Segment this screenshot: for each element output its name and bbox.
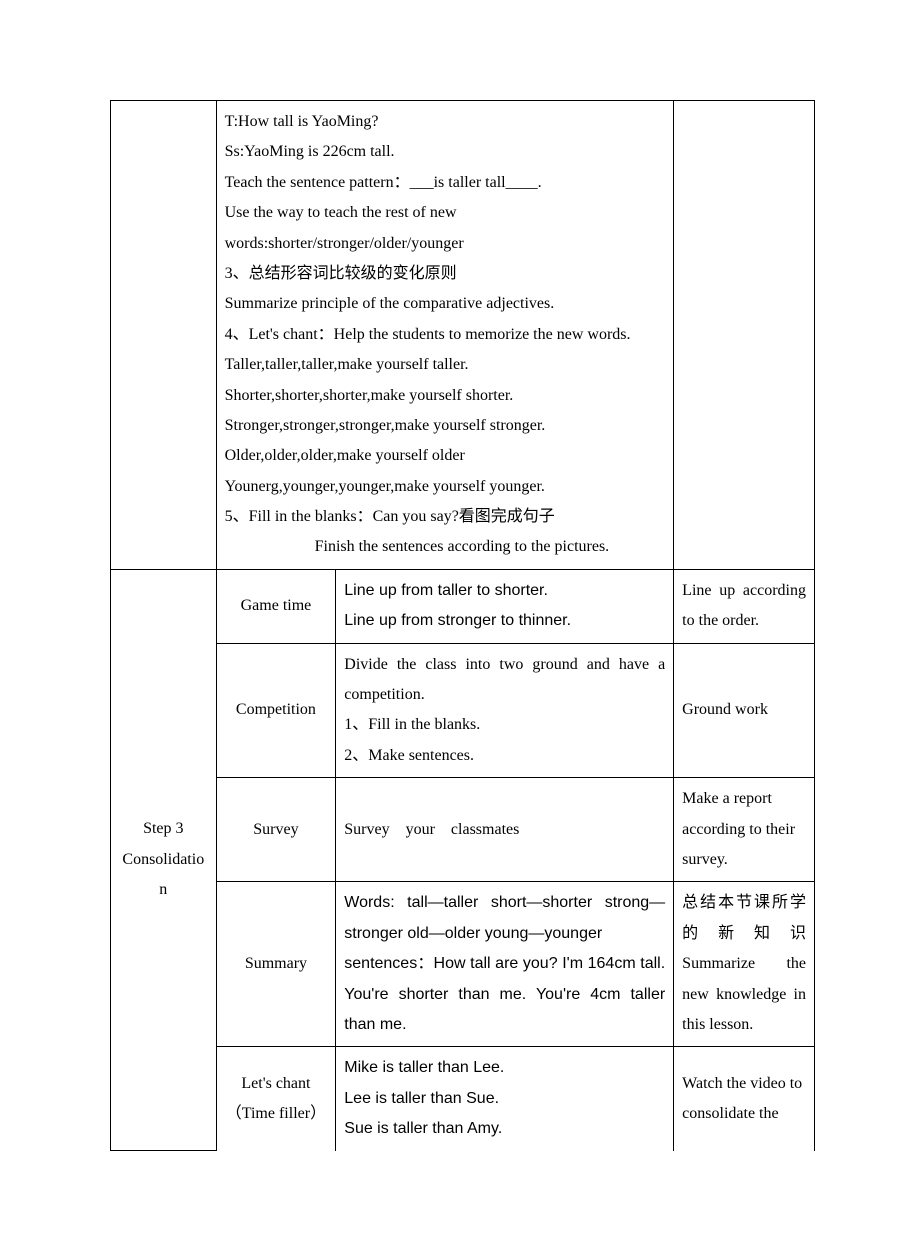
activity-content: Words: tall—taller short—shorter strong—… [336,882,674,1047]
cell-presentation-content: T:How tall is YaoMing?Ss:YaoMing is 226c… [216,101,674,570]
content-indent-line: Finish the sentences according to the pi… [225,532,666,562]
activity-note: Watch the video to consolidate the [674,1047,815,1151]
cell-empty [674,101,815,570]
activity-label: Survey [216,778,336,882]
table-row: Summary Words: tall—taller short—shorter… [111,882,815,1047]
step3-label: Step 3 Consolidation [111,569,217,1150]
table-row: Step 3 Consolidation Game time Line up f… [111,569,815,643]
activity-content: Survey your classmates [336,778,674,882]
activity-content: Line up from taller to shorter.Line up f… [336,569,674,643]
activity-label: Summary [216,882,336,1047]
activity-label: Competition [216,643,336,778]
activity-label: Let's chant（Time filler） [216,1047,336,1151]
activity-content: Divide the class into two ground and hav… [336,643,674,778]
activity-content: Mike is taller than Lee.Lee is taller th… [336,1047,674,1151]
activity-note: Make a report according to their survey. [674,778,815,882]
activity-note: Line up according to the order. [674,569,815,643]
table-row: Let's chant（Time filler） Mike is taller … [111,1047,815,1151]
table-row: Competition Divide the class into two gr… [111,643,815,778]
cell-empty [111,101,217,570]
table-row: Survey Survey your classmates Make a rep… [111,778,815,882]
table-row: T:How tall is YaoMing?Ss:YaoMing is 226c… [111,101,815,570]
activity-label: Game time [216,569,336,643]
activity-note: Ground work [674,643,815,778]
content-lines: T:How tall is YaoMing?Ss:YaoMing is 226c… [225,107,666,532]
lesson-plan-table: T:How tall is YaoMing?Ss:YaoMing is 226c… [110,100,815,1151]
activity-note: 总结本节课所学的新知识 Summarize the new knowledge … [674,882,815,1047]
